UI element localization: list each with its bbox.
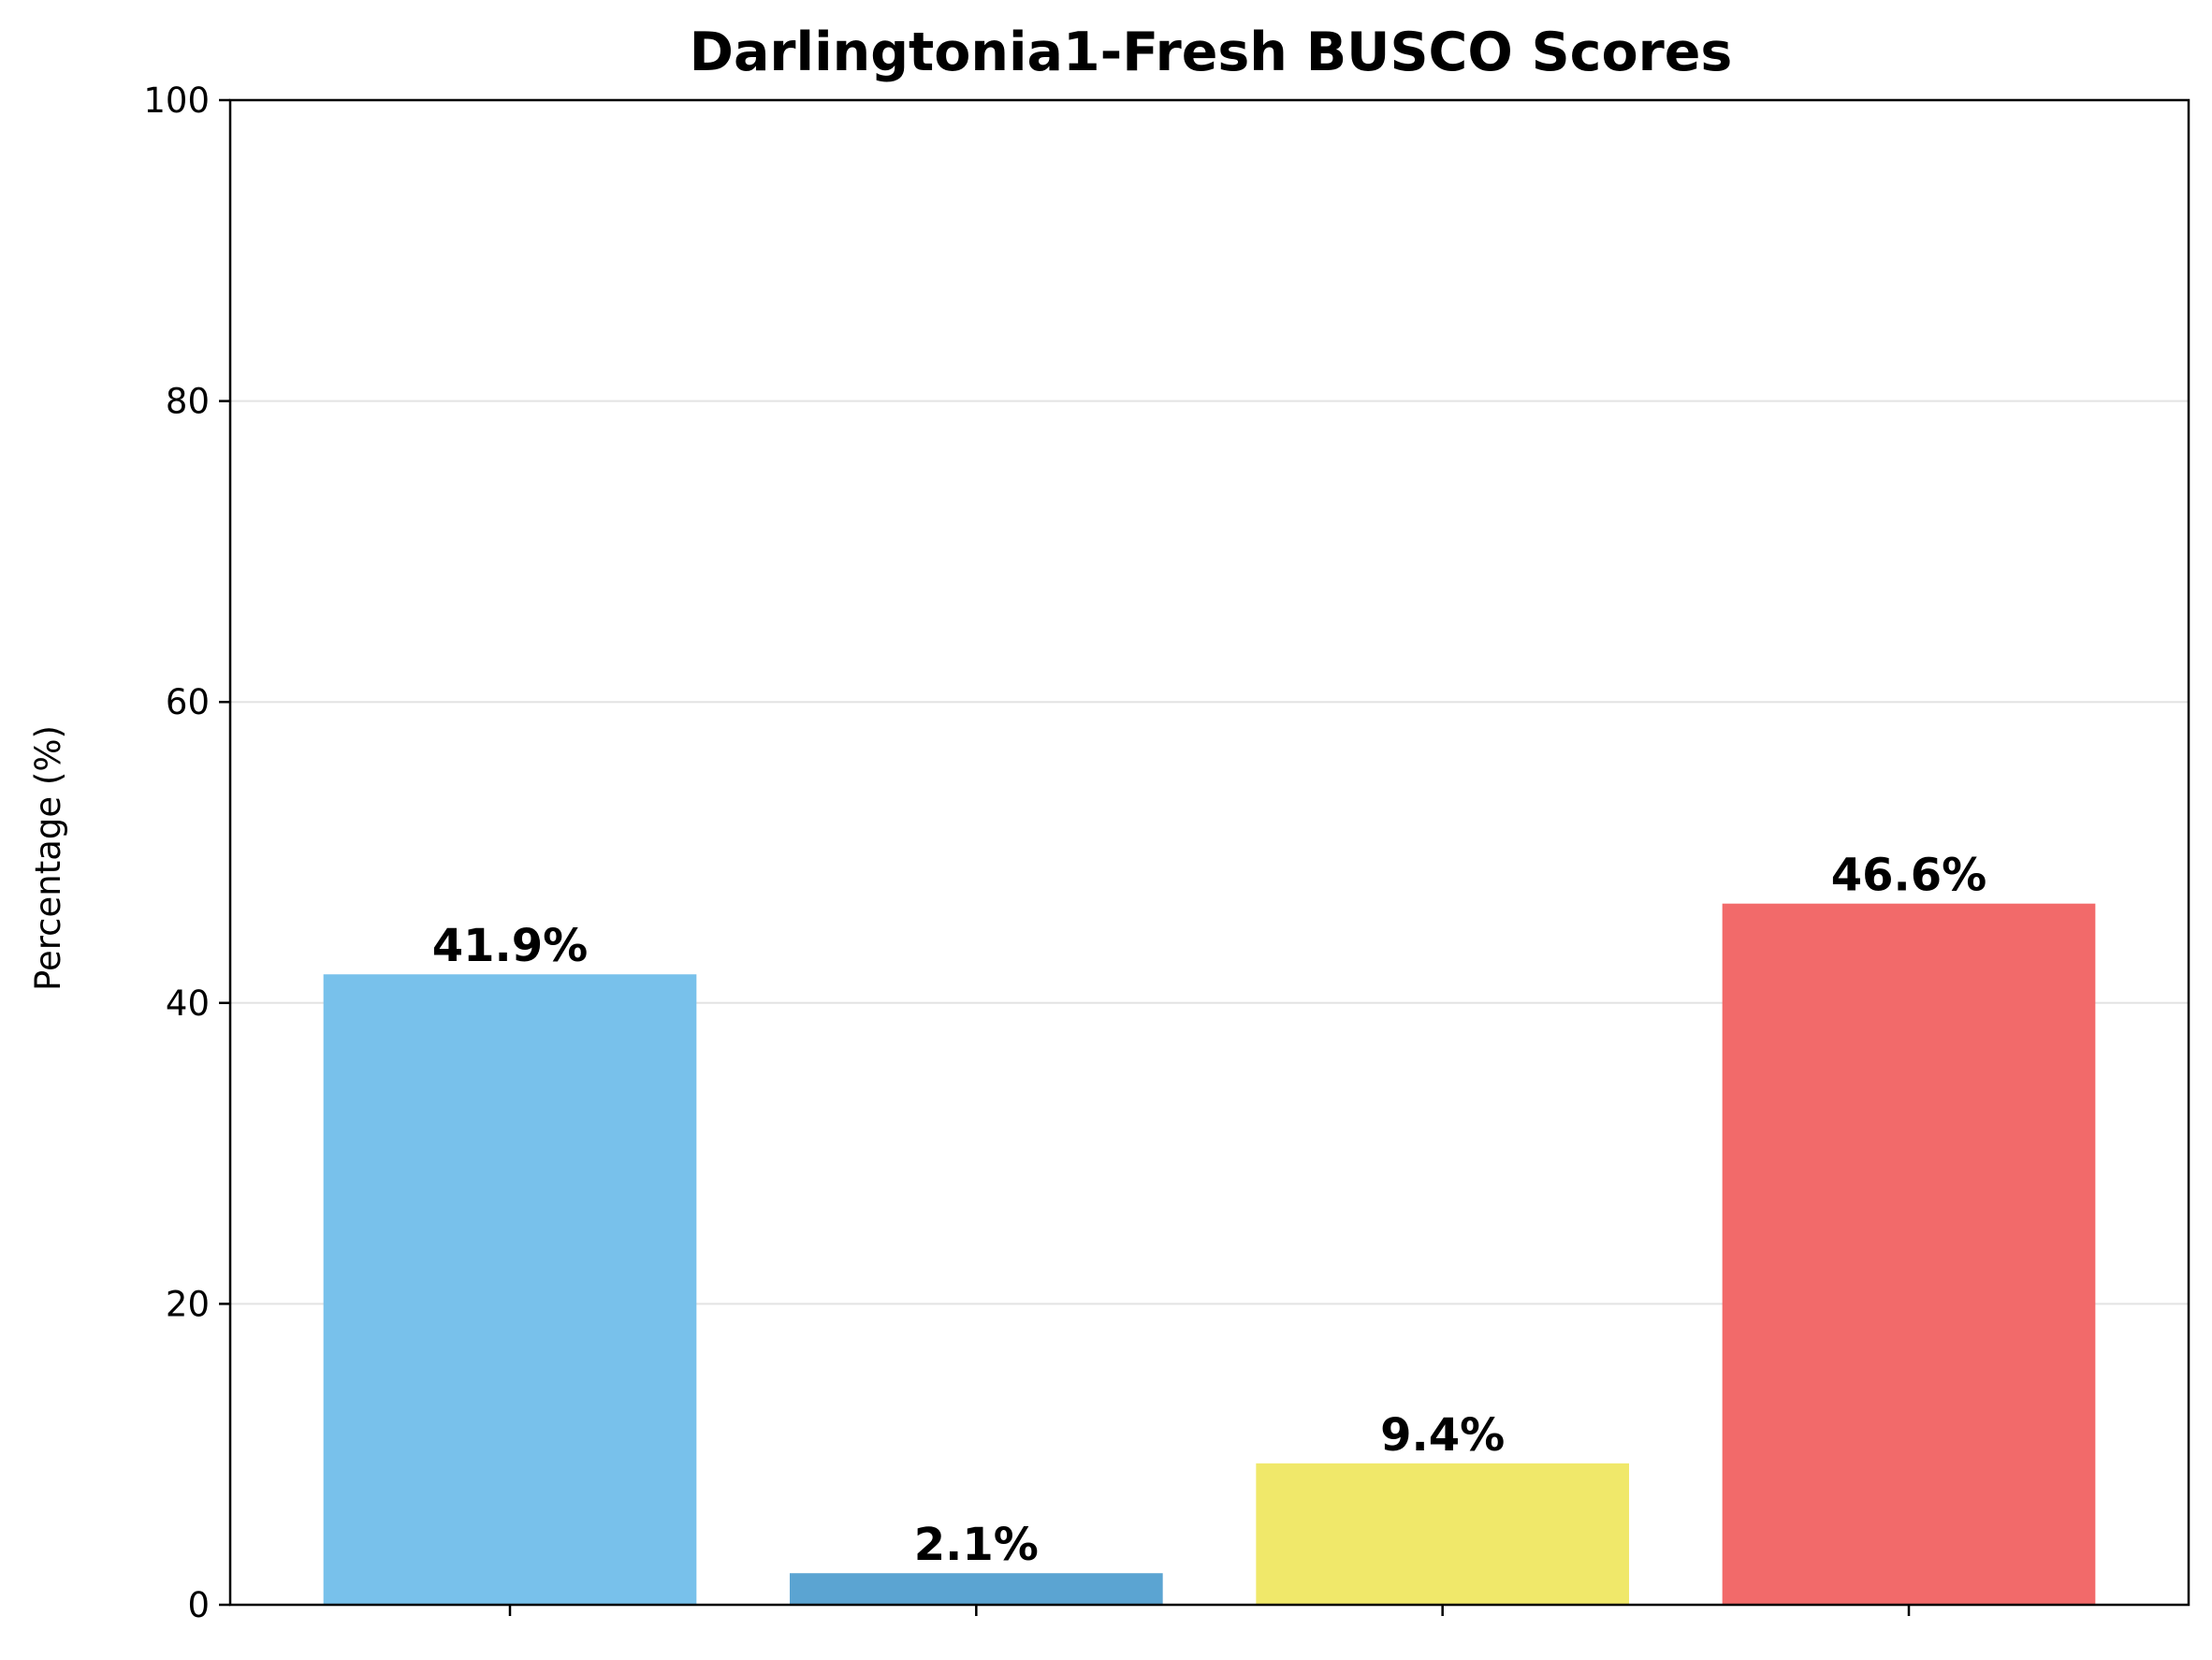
y-tick-label: 100 [143, 80, 210, 121]
bar [1256, 1463, 1629, 1605]
y-axis-title: Percentage (%) [28, 725, 68, 991]
y-tick-label: 80 [166, 382, 210, 422]
bar [1722, 903, 2096, 1605]
bar-value-label: 41.9% [432, 920, 589, 972]
chart-title: Darlingtonia1-Fresh BUSCO Scores [690, 22, 1733, 83]
bar [323, 974, 697, 1605]
y-tick-label: 20 [166, 1284, 210, 1324]
y-tick-label: 0 [187, 1585, 210, 1625]
bar [790, 1573, 1163, 1605]
bar-value-label: 2.1% [914, 1519, 1039, 1571]
bar-value-label: 46.6% [1831, 850, 1987, 902]
y-tick-label: 60 [166, 682, 210, 722]
y-tick-label: 40 [166, 983, 210, 1024]
bar-labels-layer: 41.9% 2.1% 9.4% 46.6% [432, 850, 1987, 1572]
axes-layer: 0 20 40 60 80 100 [143, 80, 2190, 1625]
bar-value-label: 9.4% [1380, 1409, 1505, 1462]
bars-layer [323, 903, 2096, 1605]
plot-frame [228, 98, 2190, 1607]
